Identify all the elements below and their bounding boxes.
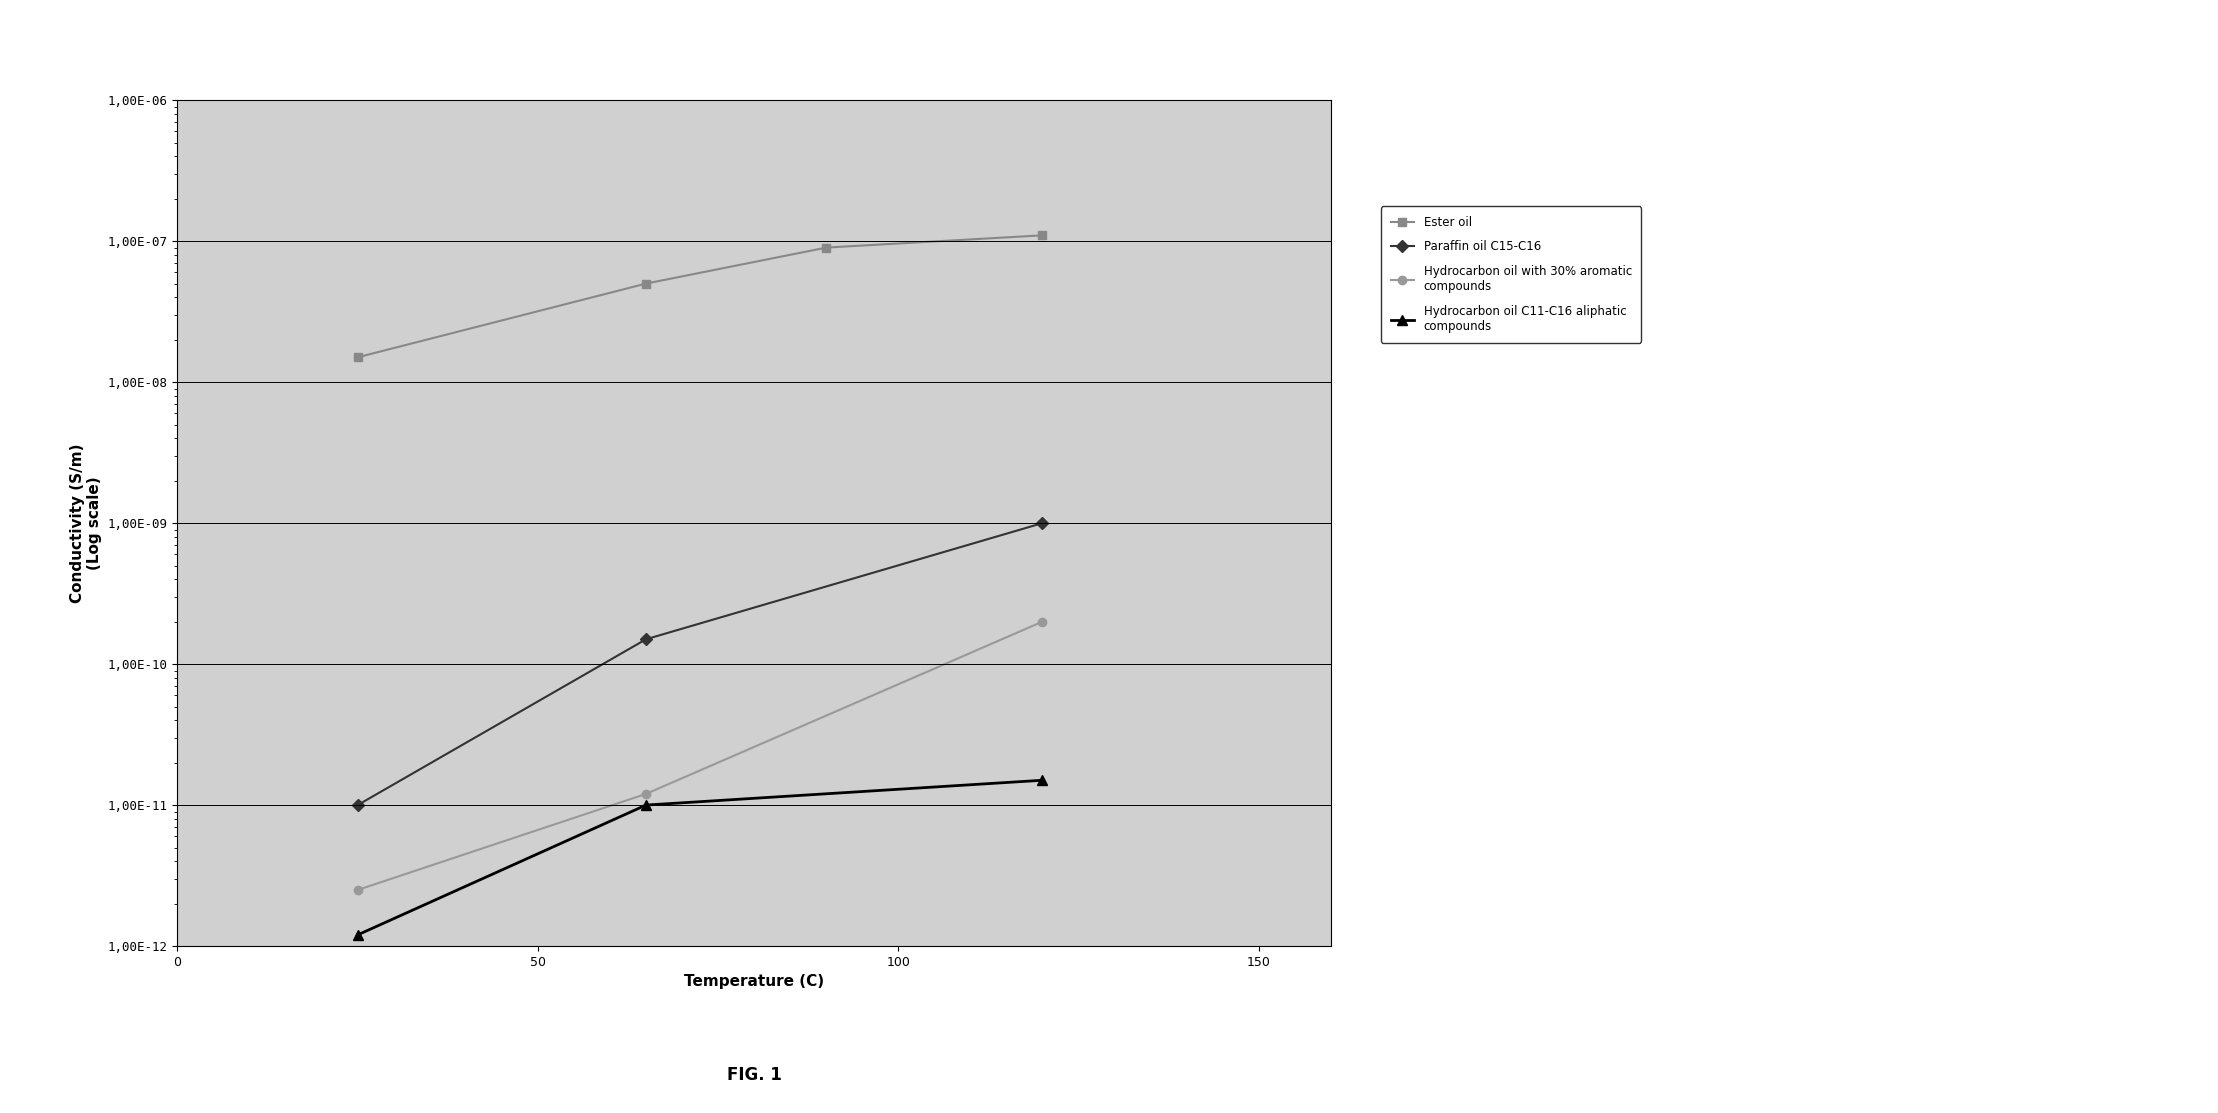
- Ester oil: [812, 240, 838, 254]
- Hydrocarbon oil C11-C16 aliphatic
compounds: [632, 798, 659, 811]
- X-axis label: Temperature (C): Temperature (C): [683, 974, 825, 989]
- Line: Paraffin oil C15-C16: Paraffin oil C15-C16: [353, 519, 1047, 809]
- Ester oil: [344, 351, 370, 364]
- Hydrocarbon oil with 30% aromatic
compounds: [344, 884, 370, 897]
- Y-axis label: Conductivity (S/m)
(Log scale): Conductivity (S/m) (Log scale): [69, 443, 102, 603]
- Legend: Ester oil, Paraffin oil C15-C16, Hydrocarbon oil with 30% aromatic
compounds, Hy: Ester oil, Paraffin oil C15-C16, Hydroca…: [1382, 206, 1641, 343]
- Ester oil: [632, 277, 659, 290]
- Ester oil: [1029, 228, 1056, 242]
- Text: FIG. 1: FIG. 1: [728, 1065, 781, 1084]
- Line: Hydrocarbon oil C11-C16 aliphatic
compounds: Hydrocarbon oil C11-C16 aliphatic compou…: [353, 776, 1047, 939]
- Hydrocarbon oil C11-C16 aliphatic
compounds: [344, 928, 370, 942]
- Paraffin oil C15-C16: [344, 798, 370, 811]
- Hydrocarbon oil with 30% aromatic
compounds: [632, 787, 659, 800]
- Hydrocarbon oil with 30% aromatic
compounds: [1029, 615, 1056, 629]
- Line: Hydrocarbon oil with 30% aromatic
compounds: Hydrocarbon oil with 30% aromatic compou…: [353, 618, 1047, 894]
- Hydrocarbon oil C11-C16 aliphatic
compounds: [1029, 774, 1056, 787]
- Paraffin oil C15-C16: [1029, 516, 1056, 530]
- Paraffin oil C15-C16: [632, 632, 659, 646]
- Line: Ester oil: Ester oil: [353, 232, 1047, 362]
